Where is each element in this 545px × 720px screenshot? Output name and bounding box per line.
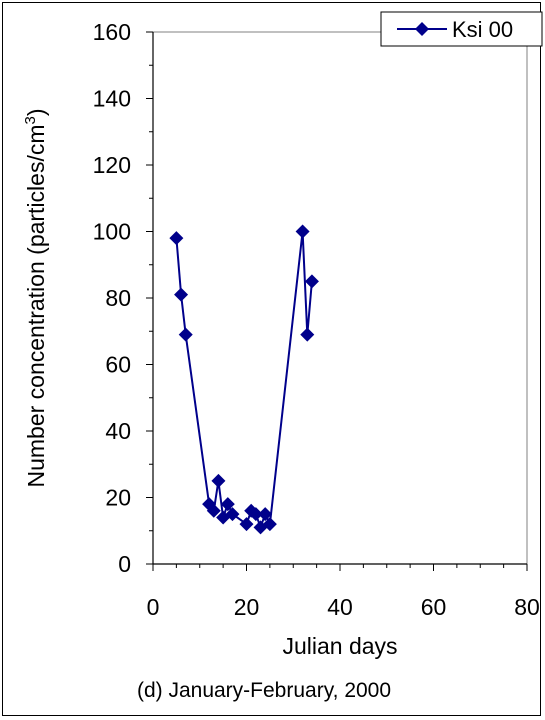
y-tick-label: 120: [93, 152, 131, 178]
data-point: [295, 224, 310, 239]
x-tick-label: 40: [327, 594, 353, 620]
data-point: [206, 503, 221, 518]
x-tick-label: 20: [234, 594, 260, 620]
y-axis-title: Number concentration (particles/cm3): [22, 108, 49, 487]
x-tick-label: 0: [147, 594, 160, 620]
series-markers: [169, 224, 319, 535]
plot-area: [152, 31, 528, 565]
series-line: [175, 231, 313, 531]
y-tick-label: 0: [118, 551, 131, 577]
data-point: [211, 473, 226, 488]
y-tick-label: 60: [105, 352, 131, 378]
y-tick-label: 100: [93, 219, 131, 245]
y-tick-label: 80: [105, 285, 131, 311]
data-point: [248, 507, 263, 522]
data-point: [225, 507, 240, 522]
legend-diamond-marker: [415, 22, 429, 36]
data-point: [262, 517, 277, 532]
data-point: [300, 327, 315, 342]
x-tick-label: 80: [514, 594, 540, 620]
x-axis-title: Julian days: [282, 633, 397, 659]
series-lines: [175, 231, 313, 531]
y-tick-label: 40: [105, 418, 131, 444]
data-point: [178, 327, 193, 342]
y-tick-label: 140: [93, 86, 131, 112]
data-point: [174, 287, 189, 302]
data-point: [239, 517, 254, 532]
data-point: [304, 274, 319, 289]
data-point: [220, 497, 235, 512]
y-tick-label: 160: [93, 19, 131, 45]
legend: Ksi 00: [380, 11, 543, 47]
y-axis-title-close: ): [23, 108, 49, 116]
y-axis-title-main: Number concentration (particles/cm: [23, 124, 49, 487]
chart-caption: (d) January-February, 2000: [137, 679, 391, 702]
y-axis-title-superscript: 3: [22, 116, 39, 124]
y-tick-label: 20: [105, 485, 131, 511]
x-axis-ticks: 0 20 40 60 80: [147, 564, 540, 620]
data-point: [169, 231, 184, 246]
x-tick-label: 60: [421, 594, 447, 620]
y-axis-ticks: 0 20 40 60 80 100 120 140 160: [93, 19, 153, 577]
data-point: [258, 507, 273, 522]
legend-label: Ksi 00: [452, 17, 513, 42]
